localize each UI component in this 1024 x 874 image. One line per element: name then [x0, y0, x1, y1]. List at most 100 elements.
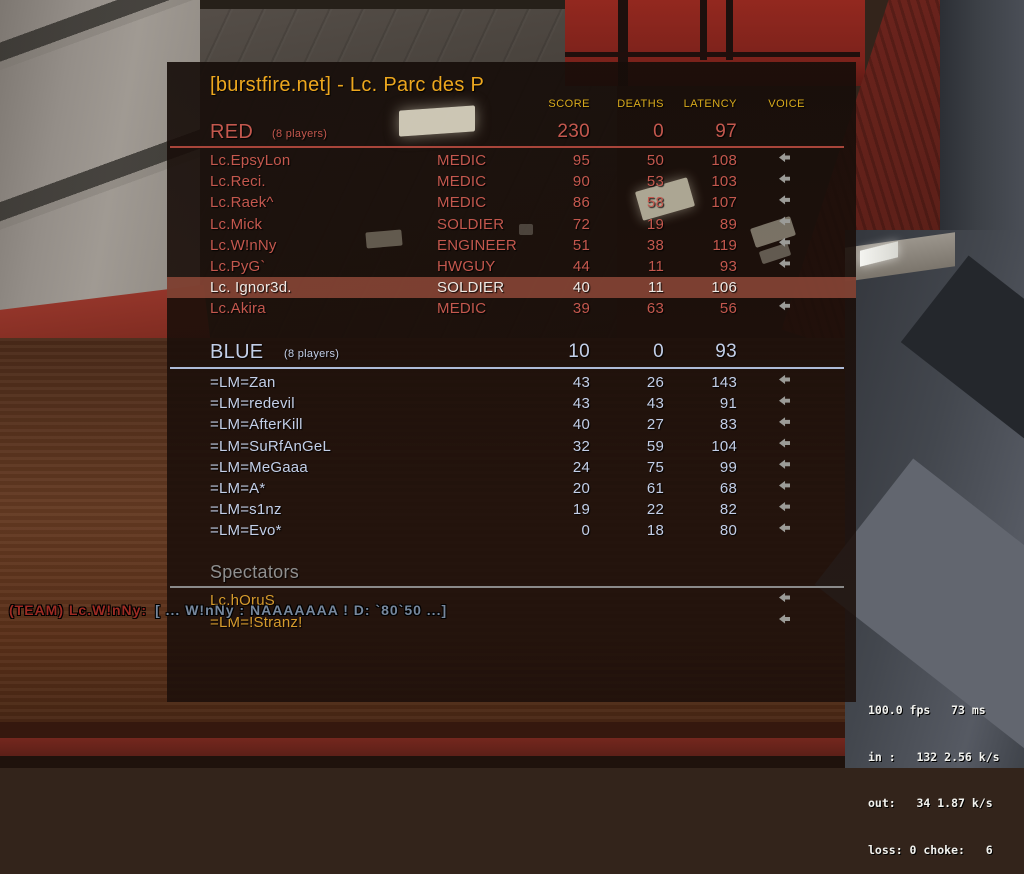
column-headers: SCORE DEATHS LATENCY VOICE [167, 98, 856, 112]
player-latency: 82 [719, 501, 737, 519]
player-score: 43 [572, 395, 590, 413]
ceiling-beam [565, 52, 860, 57]
player-deaths: 19 [646, 215, 664, 233]
player-name: Lc.Mick [210, 215, 263, 233]
player-name: =LM=SuRfAnGeL [210, 437, 332, 455]
player-name: =LM=AfterKill [210, 416, 303, 434]
team-name: BLUE [210, 341, 264, 363]
floor-trim [0, 722, 1024, 740]
player-row: =LM=Evo* 0 18 80 [167, 520, 856, 541]
net-in-line: in : 132 2.56 k/s [868, 749, 1000, 764]
player-latency: 68 [719, 479, 737, 497]
player-name: =LM=Zan [210, 374, 276, 391]
player-score: 51 [572, 236, 590, 254]
speaker-icon [779, 195, 790, 205]
spectators-header: Spectators [210, 562, 300, 582]
player-deaths: 11 [648, 279, 664, 297]
chat-sender: (TEAM) Lc.W!nNy: [9, 602, 148, 618]
player-score: 32 [572, 437, 590, 455]
speaker-icon [779, 301, 790, 311]
fps-line: 100.0 fps 73 ms [868, 703, 986, 717]
ceiling-beam [700, 0, 707, 60]
team-player-count: (8 players) [284, 348, 340, 360]
player-deaths: 22 [646, 501, 664, 519]
player-row: Lc.Mick SOLDIER 72 19 89 [167, 214, 856, 235]
player-class: MEDIC [437, 300, 487, 318]
team-player-count: (8 players) [272, 128, 328, 140]
player-deaths: 63 [646, 300, 664, 318]
player-deaths: 50 [646, 152, 664, 169]
player-score: 72 [572, 215, 590, 233]
net-out-line: out: 34 1.87 k/s [868, 796, 993, 810]
player-latency: 106 [711, 279, 737, 297]
latency-column-header: LATENCY [683, 98, 737, 110]
ceiling-edge [0, 0, 620, 9]
player-deaths: 53 [646, 173, 664, 191]
spectator-rows: Lc.hOruS =LM=!Stranz! [167, 590, 856, 633]
scoreboard-panel: [burstfire.net] - Lc. Parc des P SCORE D… [167, 62, 856, 702]
score-column-header: SCORE [548, 98, 590, 110]
spectator-row: =LM=!Stranz! [167, 612, 856, 634]
red-team-rows: Lc.EpsyLon MEDIC 95 50 108 Lc.Reci. MEDI… [167, 150, 856, 320]
player-row: =LM=A* 20 61 68 [167, 478, 856, 499]
speaker-icon [779, 592, 790, 603]
player-name: =LM=Evo* [210, 522, 282, 540]
red-team-header: RED (8 players) 230 0 97 [167, 121, 856, 149]
speaker-icon [779, 480, 790, 491]
player-score: 90 [572, 173, 590, 191]
player-latency: 93 [719, 257, 737, 275]
speaker-icon [779, 152, 790, 163]
player-latency: 107 [711, 194, 737, 212]
deaths-column-header: DEATHS [617, 98, 664, 110]
player-row: Lc.EpsyLon MEDIC 95 50 108 [167, 150, 856, 171]
player-name: Lc.Reci. [210, 173, 266, 191]
player-class: MEDIC [437, 194, 487, 212]
team-score: 230 [557, 121, 590, 142]
player-score: 43 [572, 374, 590, 391]
team-latency: 97 [715, 121, 737, 142]
player-name: =LM=MeGaaa [210, 458, 308, 476]
speaker-icon [779, 438, 790, 448]
player-score: 0 [581, 522, 590, 540]
blue-team-divider [170, 367, 844, 369]
player-score: 24 [572, 458, 590, 476]
player-deaths: 75 [646, 458, 664, 476]
player-name: Lc.Raek^ [210, 194, 274, 212]
player-row: =LM=Zan 43 26 143 [167, 372, 856, 393]
player-deaths: 27 [646, 416, 664, 434]
player-deaths: 58 [646, 194, 664, 212]
player-latency: 104 [711, 437, 737, 455]
player-row: =LM=SuRfAnGeL 32 59 104 [167, 436, 856, 457]
player-name: Lc. Ignor3d. [210, 279, 292, 297]
player-row: Lc.Reci. MEDIC 90 53 103 [167, 171, 856, 192]
floor-red-stripe [0, 738, 1024, 758]
player-latency: 99 [719, 458, 737, 476]
red-team-divider [170, 146, 844, 148]
voice-column-header: VOICE [768, 98, 805, 110]
player-row: =LM=redevil 43 43 91 [167, 393, 856, 414]
player-row: Lc.PyG` HWGUY 44 11 93 [167, 256, 856, 277]
player-score: 44 [572, 257, 590, 275]
player-latency: 108 [711, 152, 737, 169]
player-latency: 83 [719, 416, 737, 434]
chat-message: [ ... W!nNy : NAAAAAAA ! D: `80`50 ...] [155, 602, 448, 618]
speaker-icon [779, 237, 790, 247]
player-class: ENGINEER [437, 236, 517, 254]
player-name: Lc.PyG` [210, 257, 266, 275]
player-row: Lc.Raek^ MEDIC 86 58 107 [167, 192, 856, 213]
team-chat-line: (TEAM) Lc.W!nNy: [ ... W!nNy : NAAAAAAA !… [9, 602, 447, 618]
player-row: Lc.Akira MEDIC 39 63 56 [167, 298, 856, 319]
player-latency: 119 [712, 236, 737, 254]
player-latency: 103 [711, 173, 737, 191]
player-class: MEDIC [437, 152, 487, 169]
player-score: 40 [572, 416, 590, 434]
player-deaths: 18 [646, 522, 664, 540]
speaker-icon [779, 417, 790, 427]
speaker-icon [779, 174, 790, 184]
player-name: Lc.EpsyLon [210, 152, 291, 169]
team-deaths: 0 [653, 341, 664, 362]
player-row: Lc. Ignor3d. SOLDIER 40 11 106 [167, 277, 856, 299]
team-latency: 93 [715, 341, 737, 362]
player-deaths: 38 [646, 236, 664, 254]
player-latency: 80 [719, 522, 737, 540]
